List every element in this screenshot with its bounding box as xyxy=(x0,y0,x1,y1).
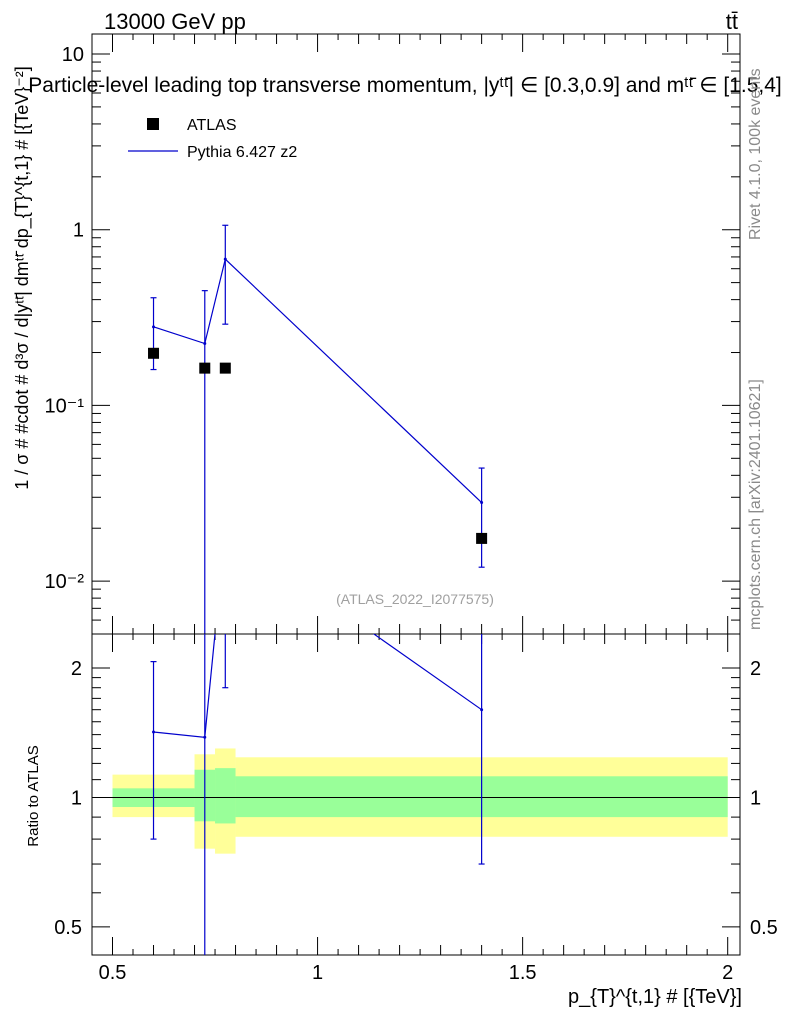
ratio-pythia-point xyxy=(203,735,207,739)
ratio-pythia-line xyxy=(153,634,482,738)
ratio-ytick-label-right: 1 xyxy=(750,787,761,809)
pythia-point xyxy=(203,342,207,346)
atlas-point xyxy=(148,347,160,359)
main-ytick-label: 1 xyxy=(73,220,84,242)
ratio-xlabel: p_{T}^{t,1} # [{TeV}] xyxy=(568,986,742,1008)
main-ylabel: 1 / σ # #cdot # d³σ / d|yᵗᵗ̄| dmᵗᵗ̄ dp_{… xyxy=(12,66,33,490)
ratio-ylabel: Ratio to ATLAS xyxy=(25,745,42,846)
ratio-xtick-label: 1.5 xyxy=(509,962,537,984)
ratio-ytick-label-left: 2 xyxy=(71,658,82,680)
source-label: mcplots.cern.ch [arXiv:2401.10621] xyxy=(747,379,764,630)
main-ytick-label: 10⁻² xyxy=(45,571,85,593)
ratio-xtick-label: 1 xyxy=(312,962,323,984)
process-label: tt̄ xyxy=(726,9,738,34)
main-ytick-label: 10⁻¹ xyxy=(45,395,85,417)
ratio-frame xyxy=(91,633,741,956)
legend-atlas-marker xyxy=(147,118,159,130)
legend-pythia-label: Pythia 6.427 z2 xyxy=(187,144,297,161)
ratio-ytick-label-left: 1 xyxy=(71,787,82,809)
main-series xyxy=(148,224,488,634)
atlas-point xyxy=(199,362,211,374)
ratio-ytick-label-right: 2 xyxy=(750,658,761,680)
atlas-point xyxy=(219,362,231,374)
pythia-point xyxy=(223,257,227,261)
pythia-point xyxy=(480,501,484,505)
ratio-series-clip xyxy=(150,528,485,955)
ratio-axes: 0.5 0.5 1 1 2 2 0.5 1 1.5 2 xyxy=(54,633,778,984)
pythia-point xyxy=(152,325,156,329)
watermark: (ATLAS_2022_I2077575) xyxy=(336,591,494,607)
ratio-pythia-point xyxy=(480,708,484,712)
ratio-pythia-point xyxy=(152,730,156,734)
atlas-point xyxy=(476,532,488,544)
rivet-label: Rivet 4.1.0, 100k events xyxy=(747,68,764,240)
ratio-ytick-label-right: 0.5 xyxy=(750,917,778,939)
ratio-xtick-label: 0.5 xyxy=(99,962,127,984)
ratio-pythia-point xyxy=(224,528,227,531)
ratio-xtick-label: 2 xyxy=(722,962,733,984)
energy-label: 13000 GeV pp xyxy=(104,9,246,34)
legend: ATLAS Pythia 6.427 z2 xyxy=(128,117,297,161)
ratio-band-inner xyxy=(215,768,236,824)
ratio-series xyxy=(150,528,485,955)
pythia-line xyxy=(153,257,483,503)
legend-atlas-label: ATLAS xyxy=(187,117,237,134)
main-ytick-label: 10 xyxy=(62,44,84,66)
ratio-ytick-label-left: 0.5 xyxy=(54,917,82,939)
plot-title: Particle-level leading top transverse mo… xyxy=(28,74,781,97)
